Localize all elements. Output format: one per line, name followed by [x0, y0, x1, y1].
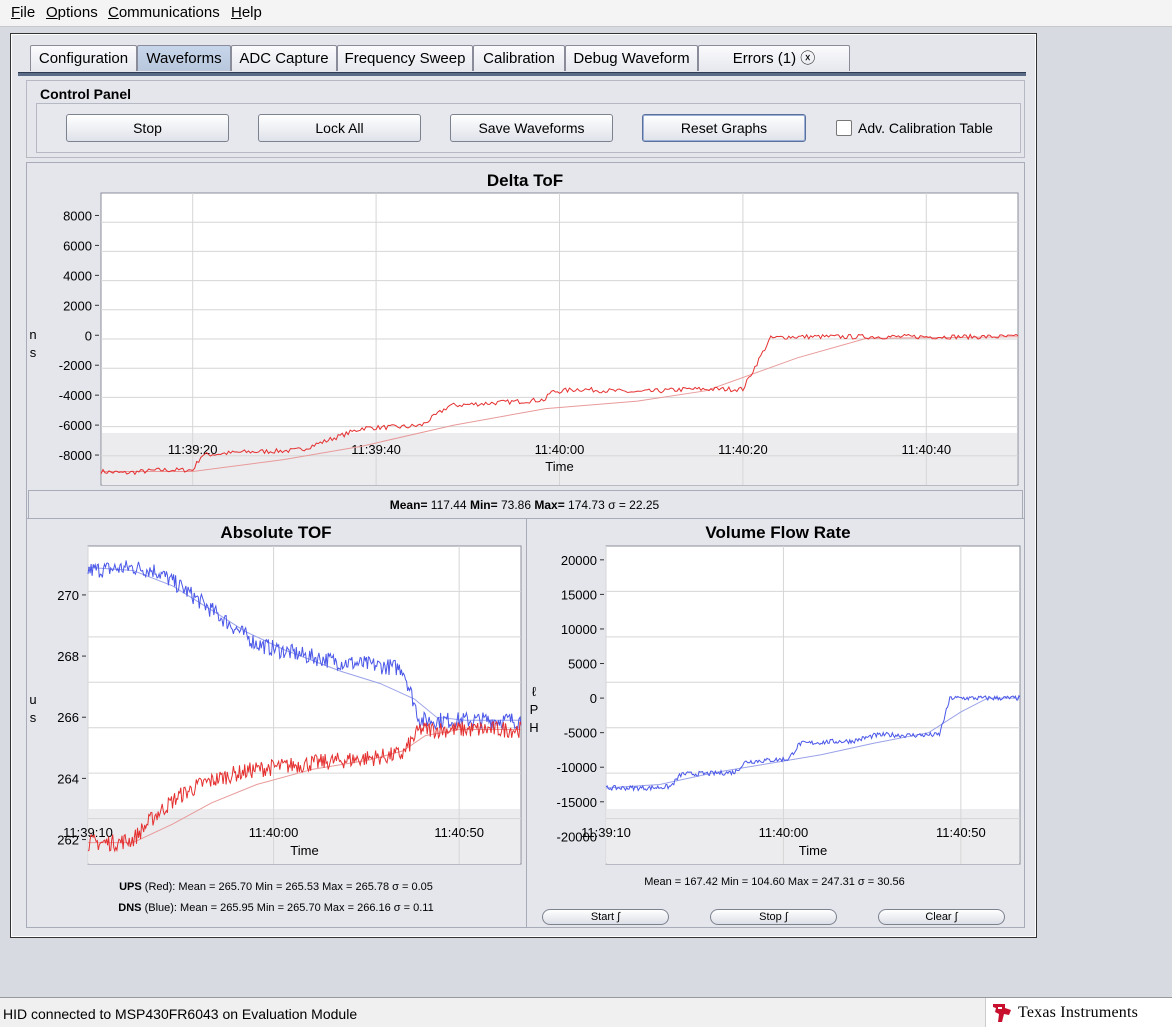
lock-all-button[interactable]: Lock All — [258, 114, 421, 142]
flow-stats: Mean = 167.42 Min = 104.60 Max = 247.31 … — [644, 876, 905, 888]
volume-flow-chart: Volume Flow Rate 11:39:10 11:40:00 11:40:50… — [529, 523, 1021, 865]
tab-underline — [18, 72, 1026, 76]
x-tick-label: 11:40:50 — [434, 825, 484, 840]
x-tick-label: 11:40:00 — [759, 825, 809, 840]
x-tick-label: 11:39:40 — [351, 442, 401, 457]
y-tick-label: 264 — [57, 771, 79, 786]
y-axis-label: ℓ — [532, 684, 537, 699]
y-tick-label: 270 — [57, 588, 79, 603]
delta-tof-stats: Mean= 117.44 Min= 73.86 Max= 174.73 σ = … — [389, 498, 660, 512]
absolute-tof-chart: Absolute TOF 11:39:10 11:40:00 11:40:50 270 2… — [29, 523, 522, 865]
tab-calibration[interactable]: Calibration — [473, 45, 565, 71]
y-tick-label: -6000 — [59, 418, 92, 433]
y-tick-label: 2000 — [63, 298, 92, 313]
status-bar: HID connected to MSP430FR6043 on Evaluat… — [0, 997, 1172, 1027]
y-tick-label: -8000 — [59, 448, 92, 463]
ti-logo: Texas Instruments — [985, 998, 1172, 1027]
dns-stats: DNS (Blue): Mean = 265.95 Min = 265.70 M… — [118, 902, 434, 914]
chart-title: Absolute TOF — [220, 523, 331, 542]
x-tick-label: 11:40:40 — [901, 442, 951, 457]
y-tick-label: 20000 — [561, 553, 597, 568]
y-tick-label: -15000 — [557, 795, 597, 810]
reset-graphs-button[interactable]: Reset Graphs — [642, 114, 806, 142]
clear-integration-button[interactable]: Clear ∫ — [878, 909, 1005, 925]
y-tick-label: 262 — [57, 833, 79, 848]
delta-tof-raw-line — [100, 333, 1019, 476]
y-axis-label: s — [30, 710, 37, 725]
y-tick-label: 5000 — [568, 657, 597, 672]
y-tick-label: 4000 — [63, 268, 92, 283]
y-tick-label: 8000 — [63, 208, 92, 223]
x-tick-label: 11:40:00 — [535, 442, 585, 457]
tab-frequency-sweep[interactable]: Frequency Sweep — [337, 45, 473, 71]
x-axis-label: Time — [545, 459, 573, 474]
tab-waveforms[interactable]: Waveforms — [137, 45, 231, 71]
delta-tof-chart: Delta ToF 11:39:20 11:39:40 11:40:00 11:40:2… — [29, 171, 1019, 486]
adv-calibration-label: Adv. Calibration Table — [858, 120, 993, 136]
chart-title: Volume Flow Rate — [705, 523, 850, 542]
y-axis-label: s — [30, 345, 37, 360]
x-tick-label: 11:40:20 — [718, 442, 768, 457]
x-tick-label: 11:40:00 — [249, 825, 299, 840]
x-tick-label: 11:40:50 — [936, 825, 986, 840]
ups-stats: UPS (Red): Mean = 265.70 Min = 265.53 Ma… — [119, 881, 433, 893]
y-axis-label: P — [530, 702, 539, 717]
flow-average-line — [605, 697, 1020, 789]
stop-button[interactable]: Stop — [66, 114, 229, 142]
tab-adc-capture[interactable]: ADC Capture — [231, 45, 337, 71]
y-tick-label: 10000 — [561, 622, 597, 637]
stop-integration-button[interactable]: Stop ∫ — [710, 909, 837, 925]
y-tick-label: -5000 — [564, 726, 597, 741]
x-tick-label: 11:39:10 — [581, 825, 631, 840]
menu-communications[interactable]: Communications — [108, 4, 220, 21]
menu-file[interactable]: File — [11, 4, 36, 21]
y-tick-label: -20000 — [557, 829, 597, 844]
x-tick-label: 11:39:20 — [168, 442, 218, 457]
tab-configuration[interactable]: Configuration — [30, 45, 137, 71]
save-waveforms-button[interactable]: Save Waveforms — [450, 114, 613, 142]
ups-raw-line — [87, 720, 522, 853]
tab-errors[interactable]: Errors (1) ⓧ — [698, 45, 850, 71]
chart-title: Delta ToF — [487, 171, 563, 190]
status-text: HID connected to MSP430FR6043 on Evaluat… — [3, 1006, 358, 1022]
y-tick-label: -4000 — [59, 388, 92, 403]
ups-average-line — [88, 729, 521, 844]
menu-options[interactable]: Options — [46, 4, 98, 21]
ti-logo-text: Texas Instruments — [1018, 1004, 1139, 1021]
x-axis-label: Time — [799, 843, 827, 858]
y-axis-label: u — [29, 692, 36, 707]
start-integration-button[interactable]: Start ∫ — [542, 909, 669, 925]
y-axis-label: H — [529, 720, 538, 735]
y-tick-label: 0 — [85, 328, 92, 343]
y-tick-label: 15000 — [561, 587, 597, 602]
menu-help[interactable]: Help — [231, 4, 262, 21]
y-axis-label: n — [29, 327, 36, 342]
x-axis-label: Time — [290, 843, 318, 858]
y-tick-label: -10000 — [557, 760, 597, 775]
dns-raw-line — [87, 560, 522, 731]
tab-debug-waveform[interactable]: Debug Waveform — [565, 45, 698, 71]
y-tick-label: -2000 — [59, 358, 92, 373]
ti-logo-icon — [993, 1004, 1011, 1022]
flow-raw-line — [605, 694, 1021, 792]
delta-tof-average-line — [101, 336, 1019, 472]
y-tick-label: 6000 — [63, 238, 92, 253]
y-tick-label: 268 — [57, 649, 79, 664]
adv-calibration-checkbox[interactable] — [836, 120, 852, 136]
x-tick-label: 11:39:10 — [63, 825, 113, 840]
control-panel-title: Control Panel — [40, 86, 132, 102]
y-tick-label: 0 — [590, 691, 597, 706]
menu-bar: File Options Communications Help — [0, 0, 1172, 27]
y-tick-label: 266 — [57, 710, 79, 725]
